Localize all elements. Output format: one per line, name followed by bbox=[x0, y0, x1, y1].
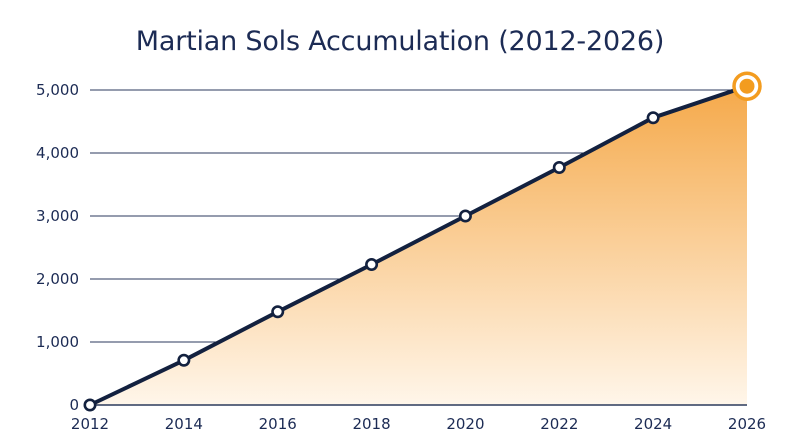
x-tick-label: 2022 bbox=[540, 415, 578, 433]
y-tick-label: 5,000 bbox=[36, 81, 79, 99]
x-tick-label: 2020 bbox=[446, 415, 484, 433]
x-axis-tick-labels: 2012 2014 2016 2018 2020 2022 2024 2026 bbox=[71, 415, 766, 433]
series-line bbox=[88, 84, 749, 407]
y-tick-label: 4,000 bbox=[36, 144, 79, 162]
data-point bbox=[646, 111, 660, 125]
y-tick-label: 0 bbox=[69, 396, 79, 414]
y-tick-label: 2,000 bbox=[36, 270, 79, 288]
y-tick-label: 1,000 bbox=[36, 333, 79, 351]
x-tick-label: 2026 bbox=[728, 415, 766, 433]
data-point bbox=[552, 160, 566, 174]
data-point bbox=[365, 258, 379, 272]
data-point bbox=[271, 305, 285, 319]
chart-title: Martian Sols Accumulation (2012-2026) bbox=[136, 26, 664, 57]
x-tick-label: 2016 bbox=[259, 415, 297, 433]
x-tick-label: 2024 bbox=[634, 415, 672, 433]
data-points bbox=[83, 71, 762, 412]
data-point-highlight bbox=[739, 78, 755, 94]
x-tick-label: 2018 bbox=[352, 415, 390, 433]
data-point bbox=[458, 209, 472, 223]
x-tick-label: 2014 bbox=[165, 415, 203, 433]
data-point bbox=[83, 398, 97, 412]
data-point bbox=[177, 353, 191, 367]
x-tick-label: 2012 bbox=[71, 415, 109, 433]
y-tick-label: 3,000 bbox=[36, 207, 79, 225]
y-axis-tick-labels: 0 1,000 2,000 3,000 4,000 5,000 bbox=[36, 81, 79, 414]
